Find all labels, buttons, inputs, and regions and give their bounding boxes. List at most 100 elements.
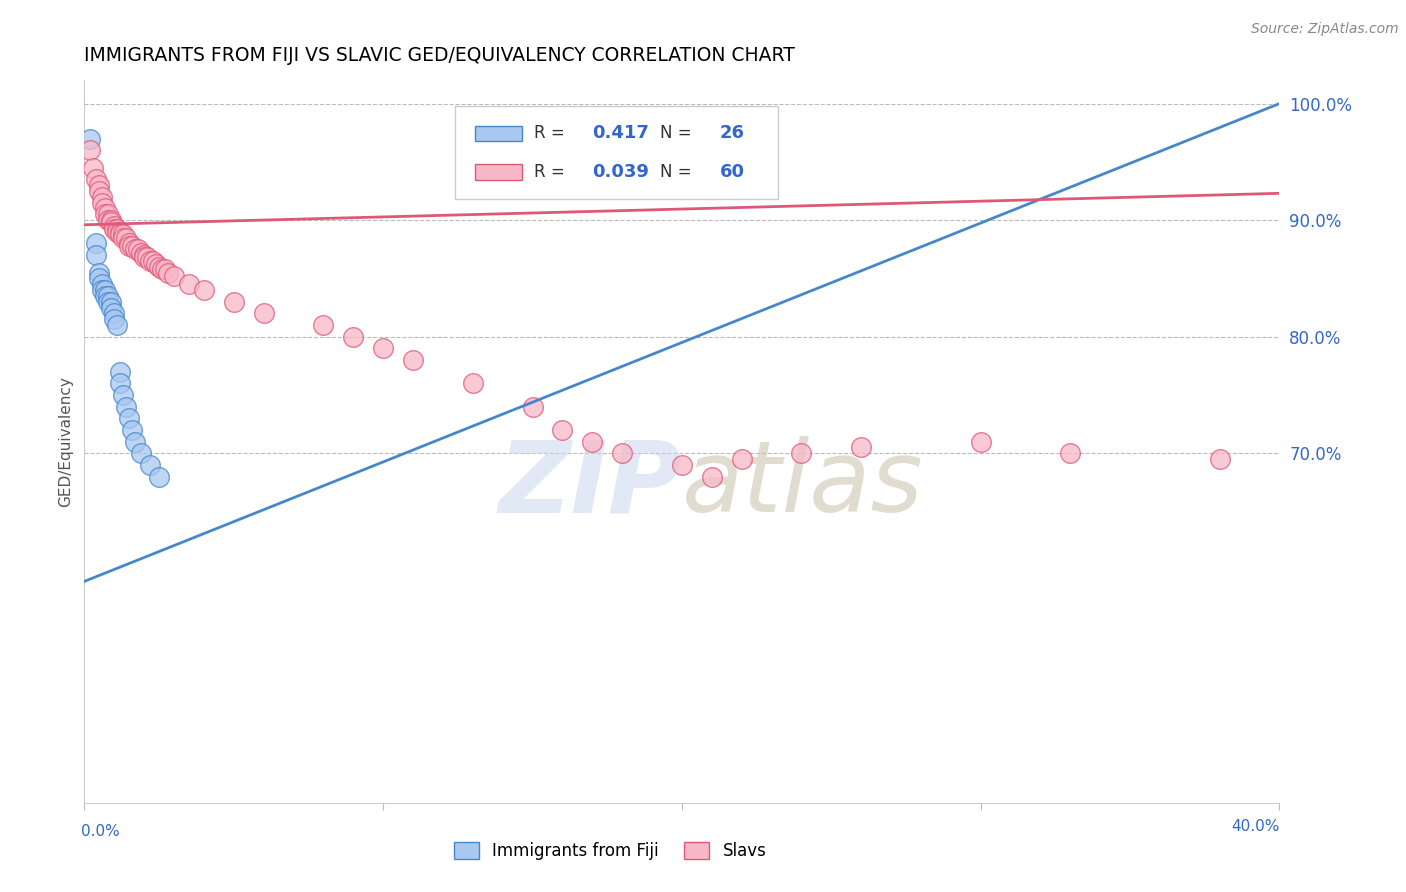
- Point: [105, 222, 128, 236]
- Point: [115, 400, 138, 414]
- Point: [790, 446, 813, 460]
- Point: [112, 388, 135, 402]
- Point: [551, 423, 574, 437]
- Point: [97, 289, 120, 303]
- Point: [193, 283, 215, 297]
- Point: [1059, 446, 1081, 460]
- Point: [118, 239, 141, 253]
- Point: [103, 222, 125, 236]
- Point: [110, 365, 132, 379]
- FancyBboxPatch shape: [456, 105, 778, 200]
- Point: [103, 312, 125, 326]
- Point: [124, 434, 146, 449]
- Point: [105, 225, 128, 239]
- Point: [342, 329, 364, 343]
- Point: [100, 213, 122, 227]
- Point: [94, 283, 117, 297]
- Point: [91, 283, 114, 297]
- Point: [94, 202, 117, 216]
- FancyBboxPatch shape: [475, 163, 523, 179]
- Text: N =: N =: [659, 125, 697, 143]
- Point: [79, 143, 101, 157]
- Point: [94, 207, 117, 221]
- Point: [110, 376, 132, 391]
- Text: 0.039: 0.039: [592, 162, 648, 180]
- Text: ZIP: ZIP: [499, 436, 682, 533]
- Point: [163, 268, 186, 283]
- Point: [110, 227, 132, 241]
- Y-axis label: GED/Equivalency: GED/Equivalency: [58, 376, 73, 507]
- Point: [91, 190, 114, 204]
- Point: [148, 260, 170, 274]
- Point: [145, 257, 167, 271]
- Point: [97, 207, 120, 221]
- Point: [581, 434, 603, 449]
- Point: [100, 301, 122, 315]
- FancyBboxPatch shape: [475, 126, 523, 142]
- Point: [110, 225, 132, 239]
- Point: [121, 423, 143, 437]
- Point: [851, 441, 873, 455]
- Text: Source: ZipAtlas.com: Source: ZipAtlas.com: [1251, 22, 1399, 37]
- Point: [612, 446, 634, 460]
- Point: [129, 245, 152, 260]
- Legend: Immigrants from Fiji, Slavs: Immigrants from Fiji, Slavs: [447, 835, 773, 867]
- Point: [153, 262, 176, 277]
- Point: [253, 306, 276, 320]
- Text: N =: N =: [659, 162, 697, 180]
- Point: [671, 458, 693, 472]
- Text: 26: 26: [720, 125, 745, 143]
- Point: [89, 266, 111, 280]
- Text: 0.417: 0.417: [592, 125, 648, 143]
- Point: [91, 195, 114, 210]
- Point: [700, 469, 723, 483]
- Point: [136, 251, 159, 265]
- Text: IMMIGRANTS FROM FIJI VS SLAVIC GED/EQUIVALENCY CORRELATION CHART: IMMIGRANTS FROM FIJI VS SLAVIC GED/EQUIV…: [84, 45, 796, 65]
- Point: [89, 271, 111, 285]
- Point: [100, 215, 122, 229]
- Point: [86, 172, 108, 186]
- Text: 0.0%: 0.0%: [82, 824, 120, 838]
- Point: [139, 254, 162, 268]
- Point: [142, 254, 165, 268]
- Point: [970, 434, 993, 449]
- Point: [91, 277, 114, 292]
- Point: [731, 452, 754, 467]
- Point: [177, 277, 200, 292]
- Point: [82, 161, 104, 175]
- Text: R =: R =: [534, 162, 571, 180]
- Point: [373, 341, 395, 355]
- Point: [100, 294, 122, 309]
- Point: [112, 227, 135, 241]
- Text: atlas: atlas: [682, 436, 924, 533]
- Text: 40.0%: 40.0%: [1232, 819, 1279, 834]
- Point: [118, 236, 141, 251]
- Point: [127, 242, 149, 256]
- Point: [115, 230, 138, 244]
- Point: [97, 294, 120, 309]
- Point: [97, 213, 120, 227]
- Point: [124, 242, 146, 256]
- Point: [89, 184, 111, 198]
- Point: [103, 306, 125, 320]
- Point: [86, 248, 108, 262]
- Point: [402, 353, 425, 368]
- Point: [121, 239, 143, 253]
- Point: [132, 251, 156, 265]
- Point: [148, 469, 170, 483]
- Point: [112, 230, 135, 244]
- Point: [79, 131, 101, 145]
- Point: [150, 262, 173, 277]
- Point: [522, 400, 544, 414]
- Point: [139, 458, 162, 472]
- Point: [312, 318, 335, 332]
- Point: [222, 294, 245, 309]
- Point: [461, 376, 484, 391]
- Point: [103, 219, 125, 233]
- Point: [1209, 452, 1232, 467]
- Point: [118, 411, 141, 425]
- Text: 60: 60: [720, 162, 745, 180]
- Point: [132, 248, 156, 262]
- Point: [94, 289, 117, 303]
- Point: [157, 266, 180, 280]
